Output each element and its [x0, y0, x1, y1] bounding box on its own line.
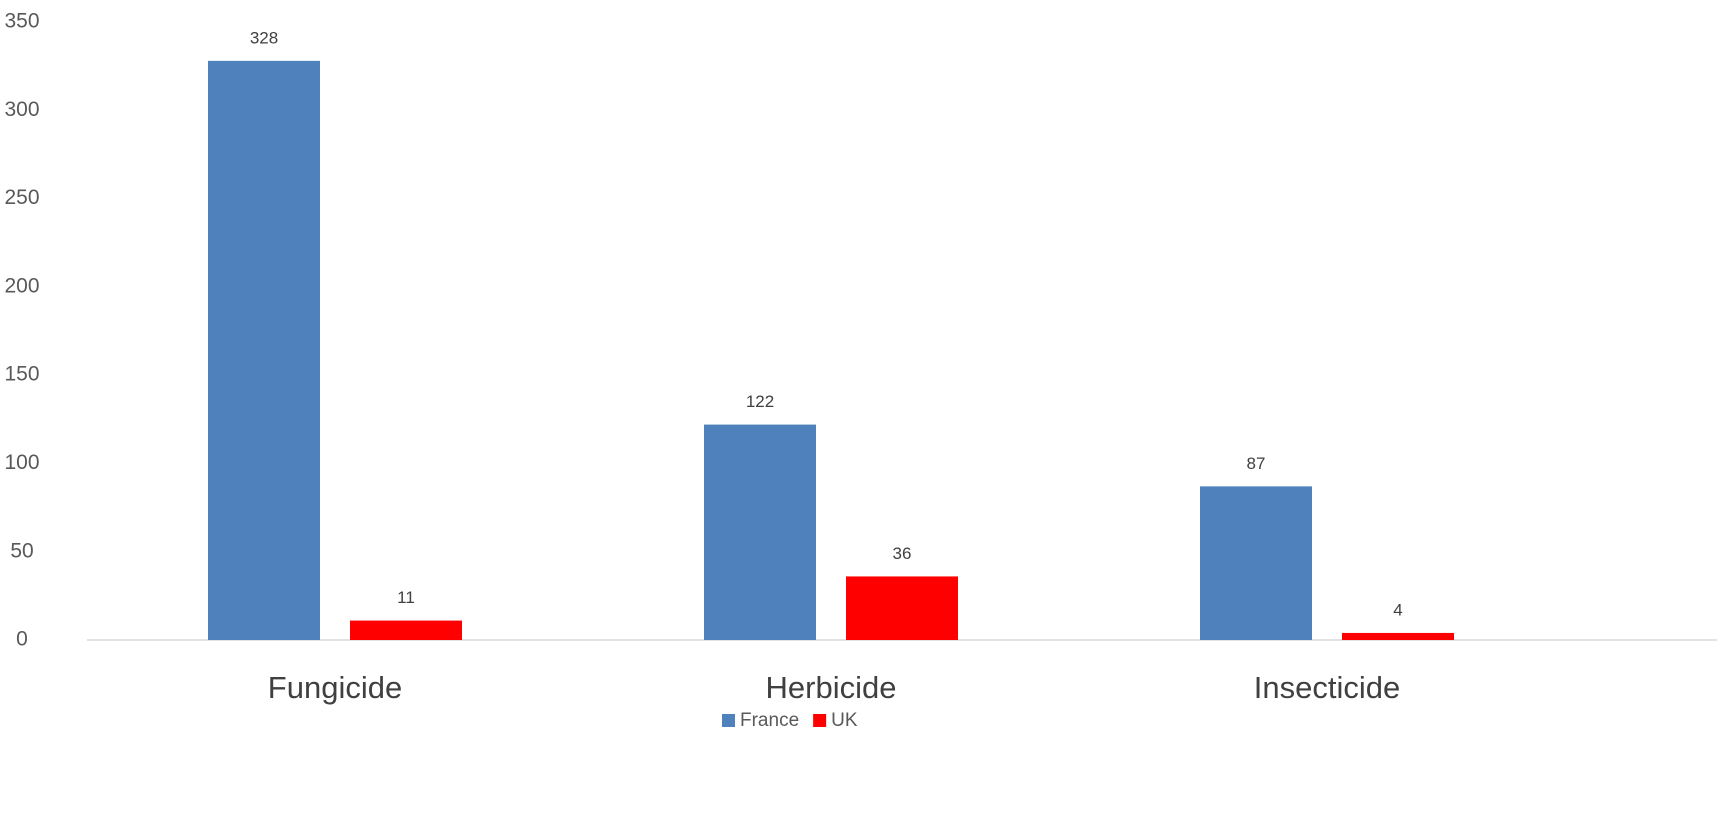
y-tick-label: 0 — [16, 628, 28, 651]
value-label: 87 — [1247, 454, 1266, 473]
value-label: 328 — [250, 28, 278, 47]
y-tick-label: 50 — [10, 539, 33, 562]
y-tick-label: 100 — [4, 451, 39, 474]
y-tick-label: 300 — [4, 98, 39, 121]
value-label: 122 — [746, 392, 774, 411]
legend-swatch — [813, 714, 827, 727]
y-tick-label: 250 — [4, 186, 39, 209]
y-tick-label: 200 — [4, 274, 39, 297]
y-tick-label: 150 — [4, 363, 39, 386]
bar — [208, 60, 320, 641]
value-label: 11 — [397, 588, 415, 607]
bar — [1342, 632, 1454, 640]
x-tick-label: Insecticide — [1254, 670, 1400, 705]
legend-label: UK — [831, 710, 858, 731]
y-tick-label: 350 — [4, 10, 39, 33]
bar — [1200, 486, 1312, 640]
bar — [350, 620, 462, 640]
bar — [704, 424, 816, 640]
legend-label: France — [740, 710, 799, 731]
x-tick-label: Fungicide — [268, 670, 402, 705]
bar — [846, 576, 958, 640]
value-label: 36 — [893, 544, 912, 563]
value-label: 4 — [1393, 600, 1402, 619]
legend-swatch — [722, 714, 735, 727]
x-tick-label: Herbicide — [766, 670, 897, 705]
